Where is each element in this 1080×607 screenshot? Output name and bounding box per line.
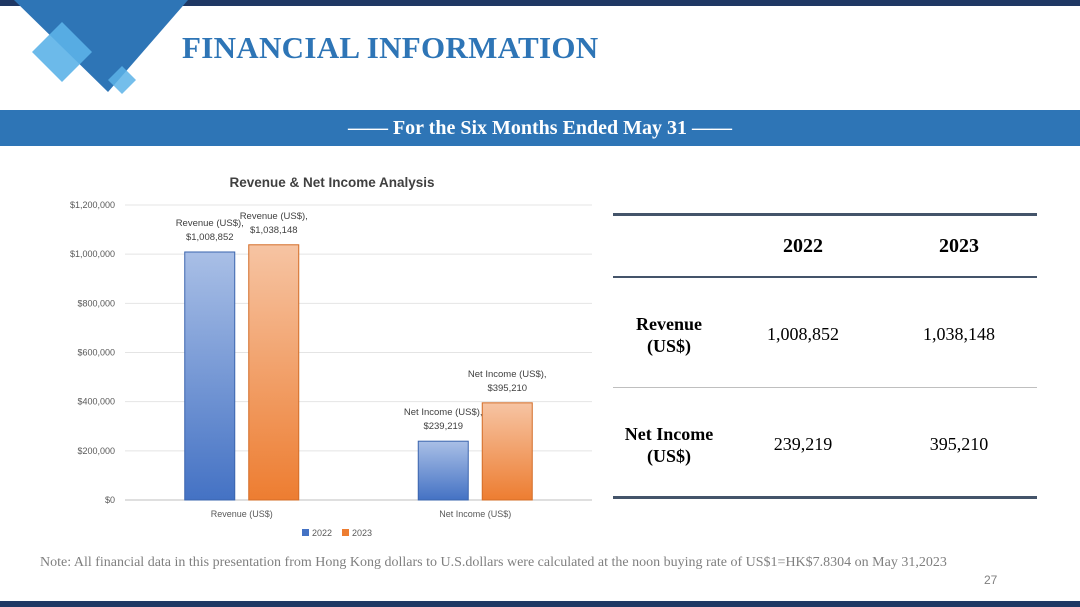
data-label: $1,008,852 <box>186 232 234 243</box>
y-tick-label: $200,000 <box>77 446 115 456</box>
table-row-label-revenue: Revenue (US$) <box>636 314 702 356</box>
table-cell-revenue-2023: 1,038,148 <box>923 324 995 344</box>
top-border-bar <box>0 0 1080 6</box>
y-tick-label: $1,000,000 <box>70 249 115 259</box>
data-label: Revenue (US$), <box>240 211 308 222</box>
table-row-divider <box>613 387 1037 388</box>
legend-swatch <box>302 529 309 536</box>
bar <box>417 440 469 501</box>
x-tick-label: Revenue (US$) <box>211 509 273 519</box>
table-header-2023: 2023 <box>939 235 979 257</box>
table-top-rule <box>613 213 1037 216</box>
subtitle-band <box>0 110 1080 146</box>
data-label: Net Income (US$), <box>468 369 547 380</box>
y-tick-label: $400,000 <box>77 397 115 407</box>
decorative-logo-shapes <box>14 0 188 94</box>
y-tick-label: $800,000 <box>77 298 115 308</box>
table-header-rule <box>613 276 1037 278</box>
data-label: $239,219 <box>423 421 463 432</box>
currency-note: Note: All financial data in this present… <box>40 555 947 570</box>
y-tick-label: $1,200,000 <box>70 200 115 210</box>
page-title: FINANCIAL INFORMATION <box>182 30 599 65</box>
x-tick-label: Net Income (US$) <box>439 509 511 519</box>
revenue-net-income-chart: Revenue & Net Income Analysis $0 $200,000… <box>70 175 592 538</box>
table-row-label-net-income: Net Income (US$) <box>624 424 714 466</box>
period-subtitle: —— For the Six Months Ended May 31 —— <box>347 117 733 139</box>
table-cell-net-income-2023: 395,210 <box>929 434 989 454</box>
data-label: Revenue (US$), <box>176 218 244 229</box>
chart-title: Revenue & Net Income Analysis <box>229 175 434 190</box>
bottom-border-bar <box>0 601 1080 607</box>
table-cell-revenue-2022: 1,008,852 <box>767 324 839 344</box>
table-bottom-rule <box>613 496 1037 499</box>
y-tick-label: $600,000 <box>77 348 115 358</box>
page-number: 27 <box>984 573 998 587</box>
data-label: $395,210 <box>487 383 527 394</box>
table-header-2022: 2022 <box>783 235 823 257</box>
data-label: Net Income (US$), <box>404 407 483 418</box>
legend-label: 2023 <box>352 528 372 538</box>
legend-label: 2022 <box>312 528 332 538</box>
table-cell-net-income-2022: 239,219 <box>773 434 833 454</box>
legend-swatch <box>342 529 349 536</box>
y-tick-label: $0 <box>105 495 115 505</box>
bar <box>481 402 533 501</box>
data-label: $1,038,148 <box>250 225 298 236</box>
bar <box>248 244 300 501</box>
bar <box>184 251 236 501</box>
